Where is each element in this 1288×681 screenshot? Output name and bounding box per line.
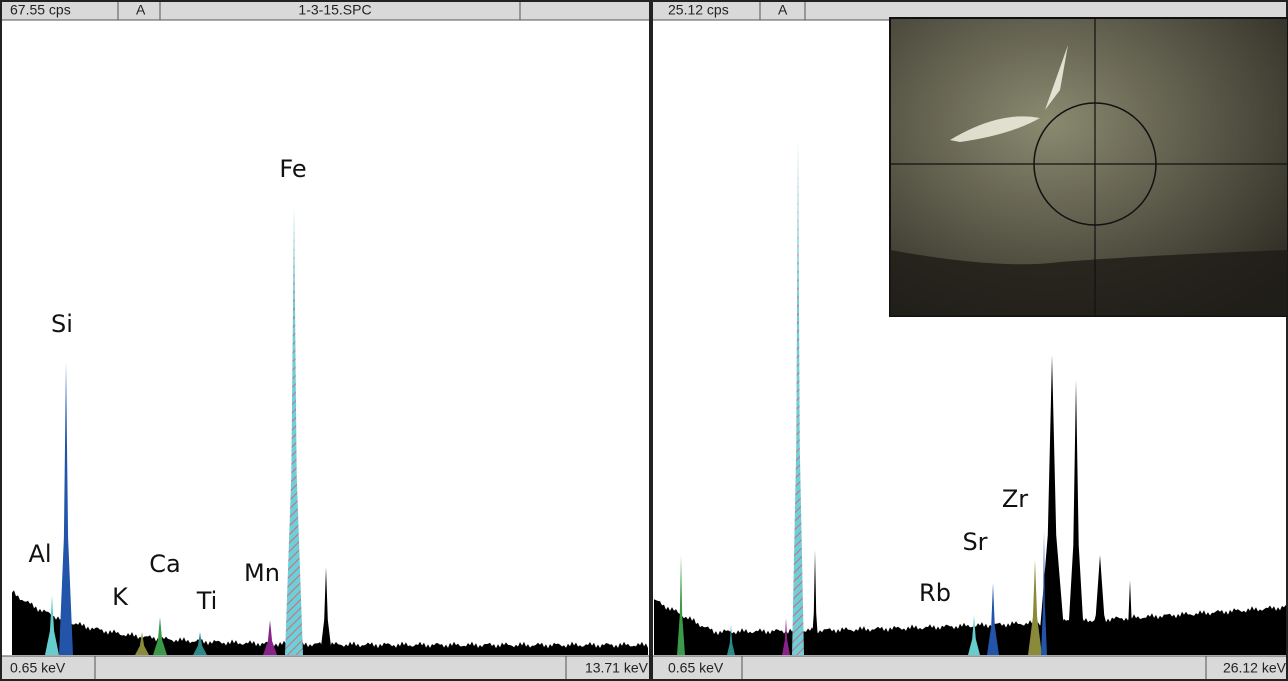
peak	[727, 625, 735, 655]
end-energy: 13.71 keV	[585, 660, 649, 676]
footer-right: 0.65 keV 26.12 keV	[651, 655, 1288, 681]
peak	[1028, 560, 1042, 655]
peak	[968, 615, 980, 655]
cps-label: 67.55 cps	[10, 2, 71, 18]
spectrum-background	[654, 599, 1286, 655]
spectra	[12, 138, 1286, 655]
footer-left: 0.65 keV 13.71 keV	[0, 655, 651, 681]
element-label: Ca	[149, 550, 180, 578]
peak	[1124, 580, 1136, 655]
element-label: Ti	[196, 587, 218, 615]
end-energy: 26.12 keV	[1223, 660, 1287, 676]
element-label: Rb	[919, 579, 951, 607]
panel-frame	[651, 0, 1288, 681]
panel-frame	[0, 0, 651, 681]
element-label: Sr	[962, 528, 987, 556]
mode-label: A	[778, 2, 788, 18]
peak	[193, 632, 207, 655]
peak	[782, 618, 790, 655]
peak	[1041, 530, 1047, 655]
header-left: 67.55 cps A 1-3-15.SPC	[0, 0, 651, 21]
peak	[135, 632, 149, 655]
start-energy: 0.65 keV	[668, 660, 724, 676]
peak	[677, 555, 685, 655]
peak	[59, 362, 73, 655]
peak	[987, 583, 999, 655]
spectrum-background	[12, 590, 648, 655]
cps-label: 25.12 cps	[668, 2, 729, 18]
mode-label: A	[136, 2, 146, 18]
file-label: 1-3-15.SPC	[298, 2, 371, 18]
peak	[1067, 380, 1085, 655]
element-label: Al	[28, 540, 51, 568]
peak	[811, 550, 819, 655]
element-label: K	[112, 583, 129, 611]
peak	[153, 617, 167, 655]
peak	[1086, 555, 1114, 655]
camera-image	[889, 17, 1288, 317]
start-energy: 0.65 keV	[10, 660, 66, 676]
element-label: Fe	[279, 155, 306, 183]
element-label: Si	[51, 310, 73, 338]
element-label: Zr	[1002, 485, 1028, 513]
peak	[285, 205, 303, 655]
peak	[320, 567, 332, 655]
peak	[792, 138, 804, 655]
peak	[263, 620, 277, 655]
peak	[1038, 355, 1066, 655]
element-label: Mn	[244, 559, 280, 587]
peak	[45, 595, 59, 655]
